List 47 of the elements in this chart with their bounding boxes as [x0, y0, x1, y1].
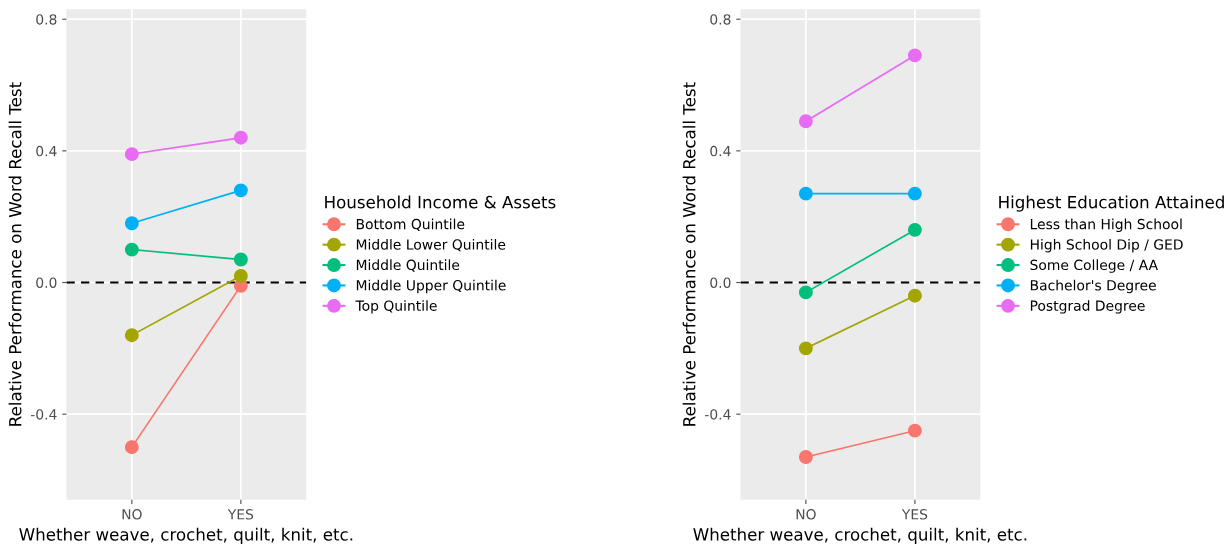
x-tick-label: YES [227, 509, 254, 520]
x-axis-title: Whether weave, crochet, quilt, knit, etc. [19, 527, 353, 544]
x-tick-label: YES [901, 509, 928, 520]
point [798, 186, 813, 201]
point [233, 183, 248, 198]
legend-label: Less than High School [1030, 218, 1182, 233]
point [907, 288, 922, 303]
y-tick-label: -0.4 [30, 409, 57, 420]
point [124, 147, 139, 162]
legend-label: Some College / AA [1030, 259, 1158, 273]
y-tick-label: -0.4 [705, 409, 731, 420]
point [124, 242, 139, 257]
x-tick-label: NO [796, 509, 816, 520]
point [907, 222, 922, 237]
legend-title: Highest Education Attained [999, 195, 1224, 212]
point [233, 268, 248, 283]
y-tick-label: 0.0 [710, 277, 731, 288]
point [124, 440, 139, 455]
point [798, 341, 813, 356]
point [798, 114, 813, 129]
y-tick-label: 0.4 [710, 145, 731, 157]
point [798, 450, 813, 464]
legend-label: Middle Upper Quintile [356, 279, 506, 294]
y-axis-title: Relative Performance on Word Recall Test [8, 82, 22, 426]
y-axis-title: Relative Performance on Word Recall Test [682, 82, 696, 426]
point [233, 130, 248, 145]
y-tick-label: 0.4 [36, 145, 57, 157]
legend-label: Middle Lower Quintile [356, 238, 506, 252]
legend-label: Bachelor's Degree [1030, 279, 1156, 294]
legend-label: Middle Quintile [356, 259, 460, 272]
y-tick-label: 0.0 [36, 277, 57, 288]
point [233, 252, 248, 267]
point [907, 423, 922, 438]
point [907, 48, 922, 63]
legend-label: Postgrad Degree [1030, 300, 1145, 314]
point [907, 186, 922, 201]
legend-label: Bottom Quintile [356, 218, 465, 231]
y-tick-label: 0.8 [710, 14, 731, 25]
y-tick-label: 0.8 [36, 14, 57, 25]
x-axis-title: Whether weave, crochet, quilt, knit, etc. [693, 527, 1027, 544]
point [124, 328, 139, 343]
legend-label: Top Quintile [355, 300, 437, 314]
point [124, 216, 139, 231]
legend-title: Household Income & Assets [325, 195, 556, 209]
point [798, 285, 813, 300]
x-tick-label: NO [122, 509, 142, 520]
legend-label: High School Dip / GED [1030, 238, 1183, 253]
